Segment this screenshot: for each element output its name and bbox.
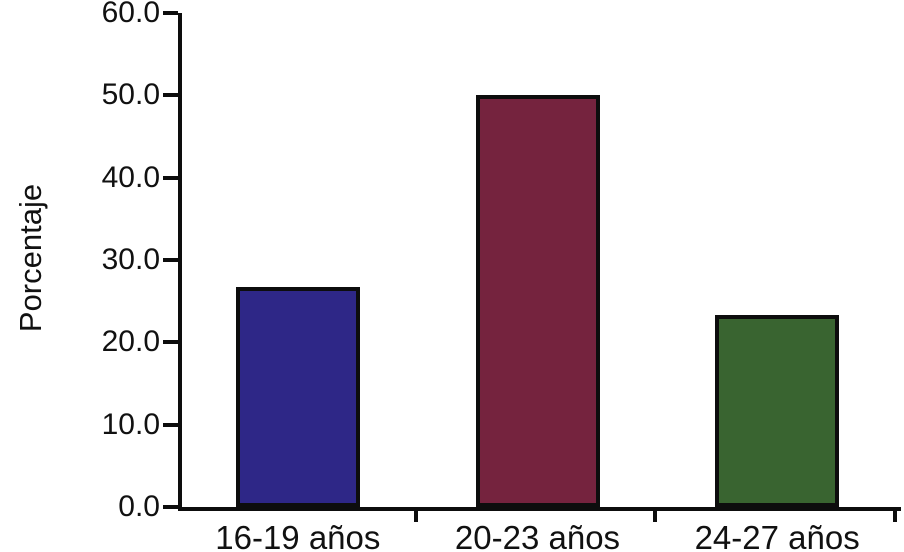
bar-3: [715, 315, 840, 507]
y-axis-tick-label: 30.0: [101, 243, 160, 276]
y-axis-tick: [163, 175, 178, 180]
y-axis-tick-label: 60.0: [101, 0, 160, 29]
y-axis-tick-label: 50.0: [101, 78, 160, 112]
y-axis-tick-label: 40.0: [101, 160, 160, 194]
y-axis-tick: [163, 505, 178, 509]
bar-1: [235, 287, 360, 507]
y-axis-tick-label: 10.0: [101, 407, 160, 441]
bar-2: [475, 95, 600, 507]
y-axis-tick: [163, 11, 178, 15]
y-axis-tick: [163, 93, 178, 98]
x-axis-tick: [653, 511, 658, 522]
x-axis-category-label: 16-19 años: [215, 519, 381, 552]
y-axis-tick: [163, 422, 178, 427]
x-axis-tick: [413, 511, 418, 522]
y-axis-tick-label: 0.0: [118, 490, 160, 523]
x-axis-tick: [893, 511, 897, 522]
y-axis-tick: [163, 340, 178, 345]
y-axis-tick-label: 20.0: [101, 325, 160, 359]
y-axis-tick: [163, 258, 178, 262]
x-axis-category-label: 20-23 años: [454, 519, 621, 552]
x-axis-category-label: 24-27 años: [694, 519, 860, 552]
plot-area: [178, 13, 901, 511]
